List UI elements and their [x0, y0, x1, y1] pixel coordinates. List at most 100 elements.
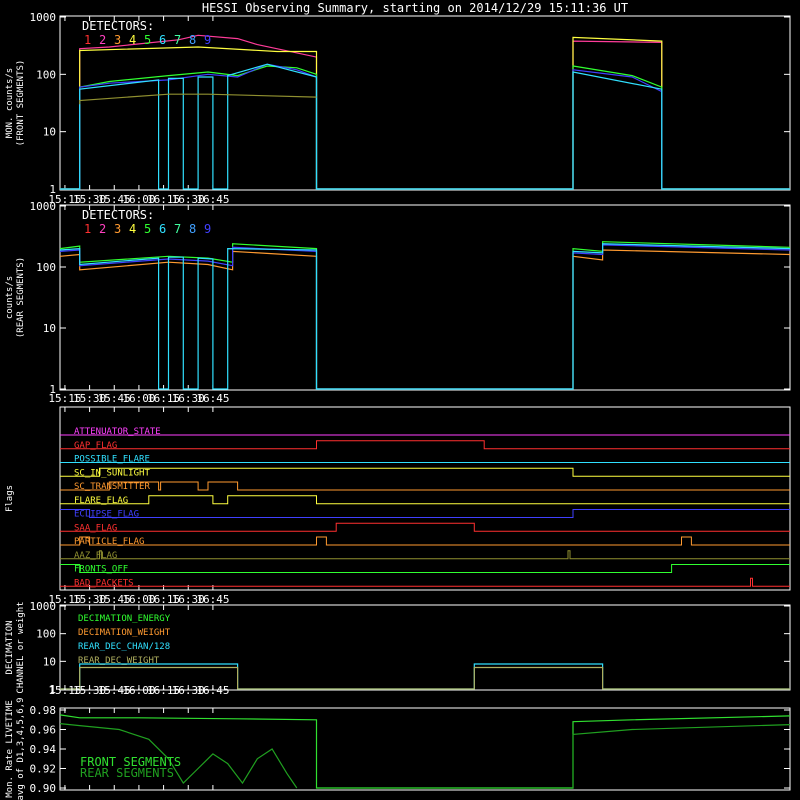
legend-entry: REAR SEGMENTS: [80, 766, 174, 780]
x-tick-label: 16:00: [122, 593, 155, 606]
y-axis-label: avg of D1,3,4,5,6,9: [16, 698, 26, 800]
detector-legend-digit: 2: [99, 33, 106, 47]
y-tick-label: 0.90: [30, 782, 57, 795]
detectors-legend-title: DETECTORS:: [82, 19, 154, 33]
y-tick-label: 0.96: [30, 724, 57, 737]
detector-legend-digit: 4: [129, 33, 136, 47]
detector-legend-digit: 5: [144, 222, 151, 236]
flag-label: ATTENUATOR_STATE: [74, 427, 161, 437]
series-line-5: [79, 93, 317, 105]
legend-entry: DECIMATION_WEIGHT: [78, 628, 171, 638]
detector-legend-digit: 2: [99, 222, 106, 236]
x-tick-label: 16:00: [122, 392, 155, 405]
panel-decimation: [59, 604, 791, 691]
y-tick-label: 1000: [30, 11, 57, 24]
panel-rear-counts: [59, 204, 791, 391]
flag-label: SAA_FLAG: [74, 523, 117, 533]
detector-legend-digit: 4: [129, 222, 136, 236]
x-tick-label: 16:15: [147, 684, 180, 697]
x-tick-label: 15:15: [48, 392, 81, 405]
x-tick-label: 15:45: [98, 193, 131, 206]
series-line-0: [60, 34, 790, 190]
panel-flags: [59, 406, 791, 591]
x-tick-label: 15:15: [48, 684, 81, 697]
y-axis-label: Mon. Rate LIVETIME: [5, 700, 15, 798]
flag-trace: [60, 564, 790, 573]
panel-frame: [59, 204, 791, 391]
panel-livetime: [59, 707, 791, 791]
flag-trace: [60, 440, 790, 450]
x-tick-label: 15:45: [98, 593, 131, 606]
series-line-1: [59, 249, 791, 390]
y-tick-label: 1000: [30, 600, 57, 613]
x-tick-label: 15:45: [98, 392, 131, 405]
flag-trace: [60, 509, 790, 518]
detector-legend-digit: 1: [84, 33, 91, 47]
flag-trace: [60, 550, 790, 560]
series-line-2: [572, 724, 791, 788]
legend-entry: FRONT SEGMENTS: [80, 755, 181, 769]
x-tick-label: 16:30: [172, 193, 205, 206]
series-line-2: [59, 244, 791, 390]
detector-legend-digit: 9: [204, 33, 211, 47]
x-tick-label: 16:45: [196, 684, 229, 697]
x-tick-label: 16:15: [147, 593, 180, 606]
y-tick-label: 0.94: [30, 743, 57, 756]
y-tick-label: 0.98: [30, 704, 57, 717]
detector-legend-digit: 9: [204, 222, 211, 236]
flag-label: SC_TRANSMITTER: [74, 482, 150, 492]
y-tick-label: 100: [36, 628, 56, 641]
x-tick-label: 16:30: [172, 684, 205, 697]
detector-legend-digit: 1: [84, 222, 91, 236]
y-tick-label: 1000: [30, 200, 57, 213]
x-tick-label: 16:30: [172, 392, 205, 405]
series-line-3: [60, 63, 790, 190]
detector-legend-digit: 3: [114, 222, 121, 236]
x-tick-label: 15:30: [73, 193, 106, 206]
x-tick-label: 16:45: [196, 593, 229, 606]
x-tick-label: 15:30: [73, 593, 106, 606]
detector-legend-digit: 7: [174, 222, 181, 236]
detector-legend-digit: 3: [114, 33, 121, 47]
panel-frame: [59, 15, 791, 191]
flag-label: AAZ_FLAG: [74, 551, 117, 561]
y-axis-label: DECIMATION: [5, 620, 15, 674]
detector-legend-digit: 7: [174, 33, 181, 47]
y-axis-label: (FRONT SEGMENTS): [16, 60, 26, 147]
y-tick-label: 1: [49, 683, 56, 696]
series-line-3: [59, 243, 791, 390]
series-line-0: [59, 714, 791, 789]
y-axis-label: CHANNEL or weight: [16, 601, 26, 693]
y-tick-label: 100: [36, 261, 56, 274]
y-axis-label: (REAR SEGMENTS): [16, 257, 26, 338]
y-tick-label: 0.92: [30, 763, 57, 776]
panel-front-counts: [59, 15, 791, 191]
series-line-1: [59, 723, 298, 789]
x-tick-label: 16:00: [122, 193, 155, 206]
detector-legend-digit: 8: [189, 222, 196, 236]
y-tick-label: 1: [49, 383, 56, 396]
flag-trace: [60, 522, 790, 532]
y-tick-label: 10: [43, 322, 56, 335]
flag-label: ECLIPSE_FLAG: [74, 510, 139, 520]
flag-label: SC_IN_SUNLIGHT: [74, 468, 150, 478]
chart-title: HESSI Observing Summary, starting on 201…: [202, 1, 628, 15]
y-axis-label: Flags: [5, 485, 15, 512]
x-tick-label: 15:15: [48, 593, 81, 606]
legend-entry: REAR_DEC_CHAN/128: [78, 642, 170, 652]
x-tick-label: 15:30: [73, 684, 106, 697]
series-line-1: [60, 36, 790, 190]
detector-legend-digit: 8: [189, 33, 196, 47]
y-tick-label: 10: [43, 126, 56, 139]
series-line-0: [59, 241, 791, 390]
x-tick-label: 16:45: [196, 193, 229, 206]
y-tick-label: 10: [43, 655, 56, 668]
x-tick-label: 15:15: [48, 193, 81, 206]
x-tick-label: 16:00: [122, 684, 155, 697]
y-tick-label: 100: [36, 68, 56, 81]
y-tick-label: 1: [49, 183, 56, 196]
detector-legend-digit: 6: [159, 222, 166, 236]
flag-trace: [60, 467, 790, 477]
x-tick-label: 16:15: [147, 392, 180, 405]
